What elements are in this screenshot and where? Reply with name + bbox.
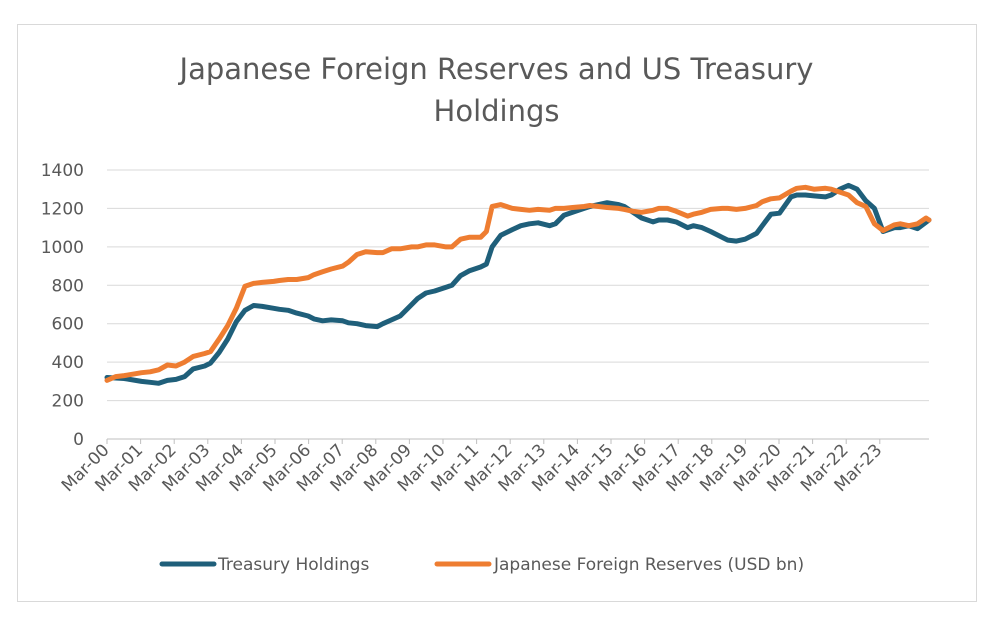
y-tick-label: 1200 [41,199,84,219]
series-line-japanese-foreign-reserves [104,184,932,383]
chart-frame [17,24,977,602]
chart-title: Japanese Foreign Reserves and US Treasur… [0,48,993,132]
series-lines [104,182,932,386]
x-axis-ticks: Mar-00Mar-01Mar-02Mar-03Mar-04Mar-05Mar-… [58,439,886,496]
legend-label: Treasury Holdings [217,555,369,575]
y-tick-label: 1400 [41,161,84,181]
y-tick-label: 1000 [41,238,84,258]
y-axis-ticks: 0 200 400 600 800 1000 1200 1400 [41,161,84,450]
legend-label: Japanese Foreign Reserves (USD bn) [493,555,804,575]
gridlines [107,169,929,440]
y-tick-label: 600 [52,315,84,335]
chart-title-line-1: Japanese Foreign Reserves and US Treasur… [179,52,814,86]
legend: Treasury Holdings Japanese Foreign Reserv… [159,555,804,575]
y-tick-label: 0 [73,430,84,450]
y-tick-label: 200 [52,392,84,412]
chart-title-line-2: Holdings [433,94,560,128]
y-tick-label: 400 [52,353,84,373]
y-tick-label: 800 [52,276,84,296]
series-line-treasury-holdings [104,182,932,386]
